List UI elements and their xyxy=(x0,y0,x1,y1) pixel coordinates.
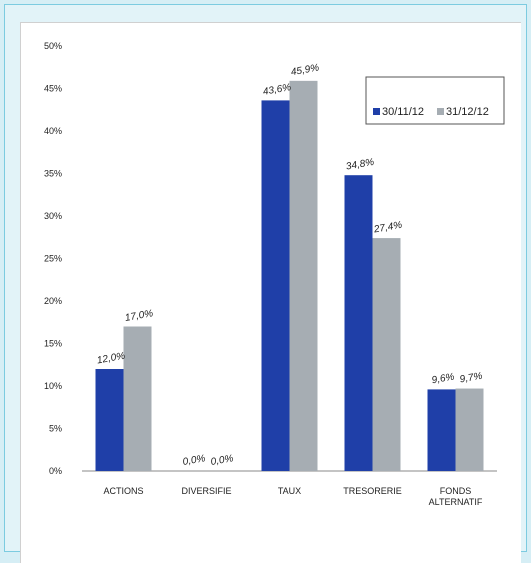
y-tick-label: 5% xyxy=(49,424,62,434)
data-label: 0,0% xyxy=(210,453,234,468)
bar-series-2 xyxy=(289,80,318,471)
bar-series-2 xyxy=(455,388,484,471)
legend-swatch-series-1 xyxy=(373,108,380,115)
y-tick-label: 45% xyxy=(44,84,62,94)
data-label: 12,0% xyxy=(96,351,126,367)
bar-series-1 xyxy=(427,389,456,471)
axes: 0% 5% 10% 15% 20% 25% 30% 35% 40% 45% 50% ACTIONS DI… xyxy=(44,41,497,507)
x-tick-label: FONDS xyxy=(440,486,472,496)
y-tick-label: 20% xyxy=(44,296,62,306)
legend: 30/11/12 31/12/12 xyxy=(365,76,505,125)
legend-label-series-1: 30/11/12 xyxy=(382,106,424,118)
data-label: 43,6% xyxy=(262,82,292,98)
y-tick-label: 25% xyxy=(44,254,62,264)
bar-chart: 0% 5% 10% 15% 20% 25% 30% 35% 40% 45% 50% ACTIONS DI… xyxy=(44,41,505,507)
data-label: 17,0% xyxy=(124,308,154,324)
data-label: 0,0% xyxy=(182,453,206,468)
data-label: 27,4% xyxy=(372,220,403,236)
bar-series-2 xyxy=(123,326,152,471)
bar-series-1 xyxy=(95,369,124,471)
x-tick-label: ALTERNATIF xyxy=(429,497,483,507)
data-labels: 12,0% 17,0% 0,0% 0,0% 43,6% 45,9% 34,8% 27,4% 9,… xyxy=(96,62,483,467)
y-tick-label: 0% xyxy=(49,466,62,476)
y-tick-label: 10% xyxy=(44,381,62,391)
bar-series-1 xyxy=(344,175,373,471)
bar-series-2 xyxy=(372,238,401,471)
x-tick-label: TAUX xyxy=(278,486,301,496)
y-tick-label: 30% xyxy=(44,211,62,221)
y-tick-label: 15% xyxy=(44,339,62,349)
legend-box xyxy=(365,76,505,125)
bar-series-1 xyxy=(261,100,290,472)
y-tick-label: 35% xyxy=(44,169,62,179)
legend-swatch-series-2 xyxy=(437,108,444,115)
data-label: 9,6% xyxy=(431,372,455,387)
data-label: 34,8% xyxy=(345,157,375,173)
x-tick-label: ACTIONS xyxy=(103,486,143,496)
x-tick-label: DIVERSIFIE xyxy=(181,486,231,496)
y-tick-label: 40% xyxy=(44,126,62,136)
data-label: 45,9% xyxy=(290,62,320,78)
x-tick-label: TRESORERIE xyxy=(343,486,402,496)
legend-label-series-2: 31/12/12 xyxy=(446,106,489,118)
y-tick-label: 50% xyxy=(44,41,62,51)
bars xyxy=(95,80,484,472)
data-label: 9,7% xyxy=(459,371,483,386)
